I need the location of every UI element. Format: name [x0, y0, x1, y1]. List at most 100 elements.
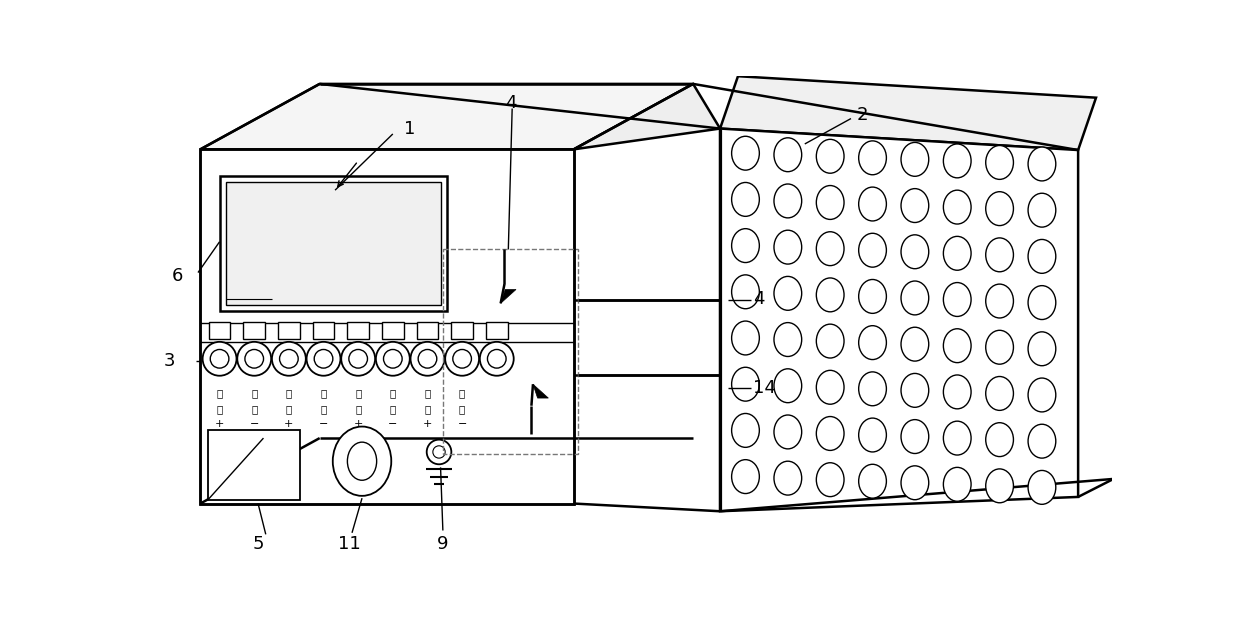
Polygon shape: [501, 290, 515, 304]
Ellipse shape: [774, 138, 802, 171]
Ellipse shape: [986, 377, 1014, 410]
Ellipse shape: [986, 284, 1014, 318]
Circle shape: [410, 342, 445, 376]
Ellipse shape: [859, 464, 886, 498]
Circle shape: [280, 349, 299, 368]
Text: 5: 5: [253, 535, 264, 552]
Circle shape: [315, 349, 333, 368]
Bar: [442, 250, 577, 453]
Bar: [382, 322, 404, 338]
Ellipse shape: [943, 236, 971, 271]
Circle shape: [445, 342, 479, 376]
Text: 合: 合: [252, 389, 258, 398]
Circle shape: [479, 342, 514, 376]
Ellipse shape: [731, 229, 760, 262]
Text: +: +: [422, 419, 432, 429]
Text: 3: 3: [164, 352, 175, 370]
Text: +: +: [214, 419, 224, 429]
Ellipse shape: [1028, 424, 1056, 458]
Ellipse shape: [943, 190, 971, 224]
Ellipse shape: [859, 372, 886, 406]
Ellipse shape: [901, 466, 929, 500]
Text: 锁: 锁: [424, 404, 431, 414]
Bar: [451, 322, 473, 338]
Ellipse shape: [817, 417, 844, 450]
Circle shape: [238, 342, 271, 376]
Ellipse shape: [333, 427, 392, 496]
Ellipse shape: [859, 418, 886, 452]
Text: 闸: 闸: [321, 404, 327, 414]
Ellipse shape: [774, 461, 802, 495]
Ellipse shape: [817, 463, 844, 497]
Ellipse shape: [986, 330, 1014, 364]
Circle shape: [375, 342, 410, 376]
Circle shape: [487, 349, 506, 368]
Text: 能: 能: [356, 404, 362, 414]
Ellipse shape: [943, 144, 971, 178]
Text: 闸: 闸: [286, 404, 292, 414]
Ellipse shape: [1028, 239, 1056, 273]
Ellipse shape: [901, 281, 929, 315]
Circle shape: [271, 342, 306, 376]
Ellipse shape: [901, 235, 929, 269]
Text: 闭: 闭: [424, 389, 431, 398]
Ellipse shape: [1028, 378, 1056, 412]
Text: 能: 能: [390, 404, 396, 414]
Circle shape: [384, 349, 403, 368]
Ellipse shape: [817, 278, 844, 312]
Bar: [225, 182, 441, 305]
Ellipse shape: [1028, 332, 1056, 366]
Ellipse shape: [817, 185, 844, 220]
Text: 分: 分: [321, 389, 327, 398]
Polygon shape: [720, 76, 1097, 150]
Ellipse shape: [943, 283, 971, 316]
Ellipse shape: [817, 324, 844, 358]
Circle shape: [432, 446, 445, 458]
Circle shape: [452, 349, 472, 368]
Text: −: −: [249, 419, 259, 429]
Ellipse shape: [347, 442, 377, 480]
Text: 2: 2: [856, 105, 867, 124]
Ellipse shape: [817, 139, 844, 173]
Bar: [208, 431, 300, 500]
Ellipse shape: [731, 413, 760, 447]
Ellipse shape: [986, 469, 1014, 503]
Bar: [416, 322, 439, 338]
Bar: [243, 322, 265, 338]
Text: −: −: [457, 419, 467, 429]
Ellipse shape: [901, 373, 929, 407]
Text: 分: 分: [286, 389, 292, 398]
Text: −: −: [318, 419, 328, 429]
Bar: [278, 322, 300, 338]
Ellipse shape: [901, 327, 929, 361]
Bar: [486, 322, 508, 338]
Text: 11: 11: [337, 535, 361, 552]
Ellipse shape: [774, 369, 802, 403]
Ellipse shape: [901, 420, 929, 453]
Text: −: −: [388, 419, 398, 429]
Ellipse shape: [774, 276, 802, 311]
Ellipse shape: [774, 323, 802, 356]
Text: 储: 储: [356, 389, 362, 398]
Circle shape: [341, 342, 375, 376]
Text: 14: 14: [753, 379, 776, 397]
Text: 锁: 锁: [458, 404, 466, 414]
Text: +: +: [284, 419, 294, 429]
Text: 1: 1: [404, 119, 416, 138]
Ellipse shape: [943, 375, 971, 409]
Ellipse shape: [943, 421, 971, 455]
Ellipse shape: [1028, 193, 1056, 227]
Polygon shape: [720, 128, 1078, 511]
Text: 储: 储: [390, 389, 396, 398]
Bar: [209, 322, 230, 338]
Ellipse shape: [859, 141, 886, 175]
Bar: [347, 322, 369, 338]
Circle shape: [418, 349, 437, 368]
Ellipse shape: [817, 232, 844, 265]
Ellipse shape: [901, 142, 929, 177]
Circle shape: [203, 342, 237, 376]
Ellipse shape: [731, 182, 760, 217]
Text: 合: 合: [217, 389, 223, 398]
Ellipse shape: [731, 321, 760, 355]
Text: 9: 9: [437, 535, 449, 552]
